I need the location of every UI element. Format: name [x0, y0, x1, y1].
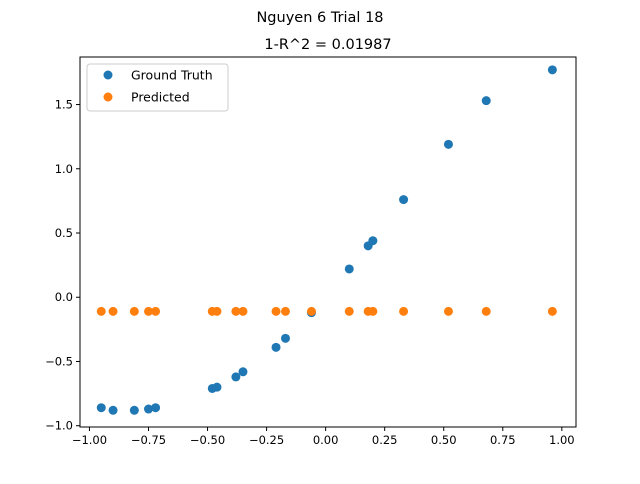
y-tick-label: −1.0: [45, 419, 73, 433]
predicted-point: [481, 306, 491, 316]
predicted-point: [238, 306, 248, 316]
x-tick-label: 0.25: [372, 433, 398, 447]
ground-truth-point: [96, 403, 106, 413]
x-tick-label: −1.00: [72, 433, 107, 447]
legend-marker: [103, 70, 113, 80]
ground-truth-point: [399, 195, 409, 205]
ground-truth-point: [368, 236, 378, 246]
ground-truth-point: [151, 403, 161, 413]
ground-truth-point: [271, 342, 281, 352]
predicted-point: [547, 306, 557, 316]
x-tick-label: 1.00: [549, 433, 575, 447]
predicted-point: [399, 306, 409, 316]
y-tick-label: 1.0: [55, 162, 73, 176]
predicted-point: [280, 306, 290, 316]
ground-truth-point: [238, 367, 248, 377]
ground-truth-point: [129, 405, 139, 415]
plot-frame: [79, 56, 577, 428]
x-tick-label: 0.75: [490, 433, 516, 447]
y-tick-label: 1.5: [55, 98, 73, 112]
predicted-point: [143, 306, 153, 316]
legend-box: [86, 63, 229, 112]
predicted-point: [212, 306, 222, 316]
ground-truth-point: [108, 405, 118, 415]
x-tick-label: −0.25: [249, 433, 284, 447]
figure-suptitle: Nguyen 6 Trial 18: [256, 10, 383, 26]
predicted-point: [108, 306, 118, 316]
legend: Ground Truth Predicted: [86, 63, 229, 112]
ground-truth-point: [280, 333, 290, 343]
x-tick-label: 0.00: [313, 433, 339, 447]
predicted-point: [344, 306, 354, 316]
legend-label: Ground Truth: [131, 68, 213, 83]
chart-title: 1-R^2 = 0.01987: [264, 37, 391, 53]
ground-truth-point: [547, 65, 557, 75]
ground-truth-point: [344, 264, 354, 274]
x-tick-label: 0.50: [431, 433, 457, 447]
x-tick-label: −0.50: [190, 433, 225, 447]
axis-ticks: −1.00 −0.75 −0.50 −0.25 0.00 0.25 0.50 0.75 1.00…: [45, 98, 575, 447]
predicted-point: [368, 306, 378, 316]
predicted-point: [129, 306, 139, 316]
data-points: [96, 65, 557, 415]
ground-truth-point: [231, 372, 241, 382]
y-tick-label: 0.0: [55, 290, 73, 304]
predicted-point: [231, 306, 241, 316]
ground-truth-point: [481, 96, 491, 106]
legend-label: Predicted: [131, 90, 190, 105]
ground-truth-point: [212, 382, 222, 392]
predicted-point: [151, 306, 161, 316]
ground-truth-point: [443, 139, 453, 149]
y-tick-label: −0.5: [45, 354, 73, 368]
x-tick-label: −0.75: [131, 433, 166, 447]
predicted-point: [271, 306, 281, 316]
y-tick-label: 0.5: [55, 226, 73, 240]
ground-truth-point: [143, 404, 153, 414]
predicted-point: [96, 306, 106, 316]
predicted-point: [306, 306, 316, 316]
legend-marker: [103, 92, 113, 102]
predicted-point: [443, 306, 453, 316]
